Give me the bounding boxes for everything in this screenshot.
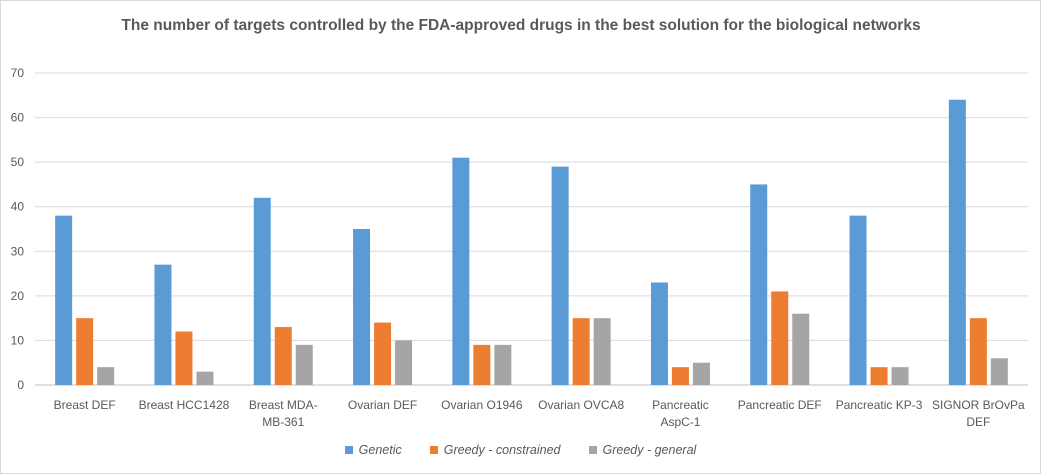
y-tick-label: 0 bbox=[17, 378, 24, 392]
bar bbox=[891, 367, 909, 385]
legend-label: Genetic bbox=[358, 443, 402, 457]
bar bbox=[650, 282, 668, 385]
x-tick-label: Ovarian DEF bbox=[348, 398, 417, 412]
legend-item: Greedy - general bbox=[588, 443, 697, 457]
legend-item: Greedy - constrained bbox=[429, 443, 561, 457]
bar bbox=[750, 184, 768, 385]
x-tick-label: Ovarian O1946 bbox=[441, 398, 523, 412]
bar bbox=[692, 362, 710, 385]
bar bbox=[154, 264, 172, 385]
bar bbox=[76, 318, 94, 385]
bar bbox=[494, 344, 512, 385]
legend-label: Greedy - general bbox=[602, 443, 697, 457]
x-tick-label: Pancreatic DEF bbox=[738, 398, 822, 412]
y-tick-label: 50 bbox=[11, 155, 25, 169]
legend-swatch bbox=[429, 446, 438, 454]
bar bbox=[253, 197, 271, 385]
legend-swatch bbox=[344, 446, 353, 454]
x-tick-label: Breast HCC1428 bbox=[139, 398, 230, 412]
y-tick-label: 10 bbox=[11, 333, 25, 347]
y-tick-label: 70 bbox=[11, 66, 25, 80]
bar bbox=[849, 215, 867, 385]
bar bbox=[948, 99, 966, 385]
bar bbox=[374, 322, 392, 385]
x-tick-label: Pancreatic bbox=[652, 398, 709, 412]
y-tick-label: 20 bbox=[11, 289, 25, 303]
x-tick-label: AspC-1 bbox=[660, 415, 700, 429]
bar bbox=[593, 318, 611, 385]
bar bbox=[870, 367, 888, 385]
bar bbox=[97, 367, 115, 385]
x-tick-label: Pancreatic KP-3 bbox=[836, 398, 923, 412]
y-tick-label: 40 bbox=[11, 200, 25, 214]
chart-title: The number of targets controlled by the … bbox=[121, 17, 921, 34]
bar bbox=[572, 318, 590, 385]
x-tick-label: Breast MDA- bbox=[249, 398, 318, 412]
x-tick-label: MB-361 bbox=[262, 415, 304, 429]
bar bbox=[55, 215, 73, 385]
bar bbox=[990, 358, 1008, 385]
legend-item: Genetic bbox=[344, 443, 402, 457]
legend-swatch bbox=[588, 446, 597, 454]
bar bbox=[175, 331, 193, 385]
bar bbox=[274, 327, 292, 385]
y-tick-label: 30 bbox=[11, 244, 25, 258]
bar bbox=[551, 166, 569, 385]
bar bbox=[452, 157, 470, 385]
bar bbox=[792, 313, 810, 385]
bar bbox=[196, 371, 214, 385]
x-tick-label: Breast DEF bbox=[54, 398, 116, 412]
y-tick-label: 60 bbox=[11, 111, 25, 125]
bar bbox=[771, 291, 789, 385]
bar bbox=[395, 340, 413, 385]
bar bbox=[671, 367, 689, 385]
x-tick-label: DEF bbox=[966, 415, 990, 429]
bar bbox=[969, 318, 987, 385]
legend: Genetic Greedy - constrained Greedy - gene… bbox=[0, 443, 1041, 457]
bar bbox=[473, 344, 491, 385]
x-tick-label: Ovarian OVCA8 bbox=[538, 398, 624, 412]
legend-label: Greedy - constrained bbox=[443, 443, 561, 457]
bar bbox=[353, 229, 371, 385]
bar bbox=[295, 344, 313, 385]
x-tick-label: SIGNOR BrOvPa bbox=[932, 398, 1025, 412]
